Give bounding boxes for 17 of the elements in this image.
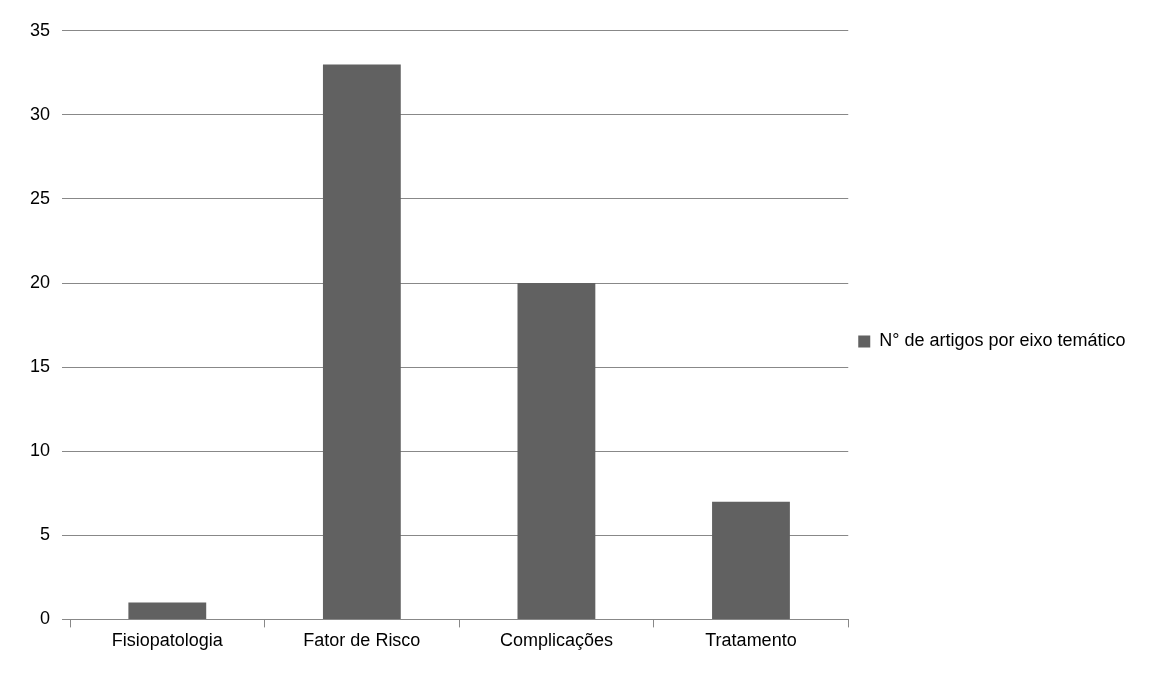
y-tick-label: 0 bbox=[40, 608, 51, 629]
bar bbox=[712, 501, 790, 619]
x-tick-label: Tratamento bbox=[705, 630, 797, 651]
y-tick-label: 15 bbox=[29, 356, 51, 377]
x-tick-label: Complicações bbox=[499, 630, 613, 651]
y-tick-label: 5 bbox=[40, 524, 51, 545]
bar bbox=[128, 602, 207, 619]
legend-label: N° de artigos por eixo temático bbox=[879, 330, 1126, 351]
x-tick-label: Fisiopatologia bbox=[111, 630, 224, 651]
y-tick-label: 35 bbox=[29, 19, 51, 40]
bar bbox=[322, 64, 401, 619]
y-tick-label: 25 bbox=[29, 187, 51, 208]
y-tick-label: 20 bbox=[29, 272, 51, 293]
x-tick-label: Fator de Risco bbox=[303, 630, 421, 651]
y-tick-label: 10 bbox=[29, 440, 51, 461]
y-tick-label: 30 bbox=[29, 103, 51, 124]
bar bbox=[517, 283, 596, 619]
